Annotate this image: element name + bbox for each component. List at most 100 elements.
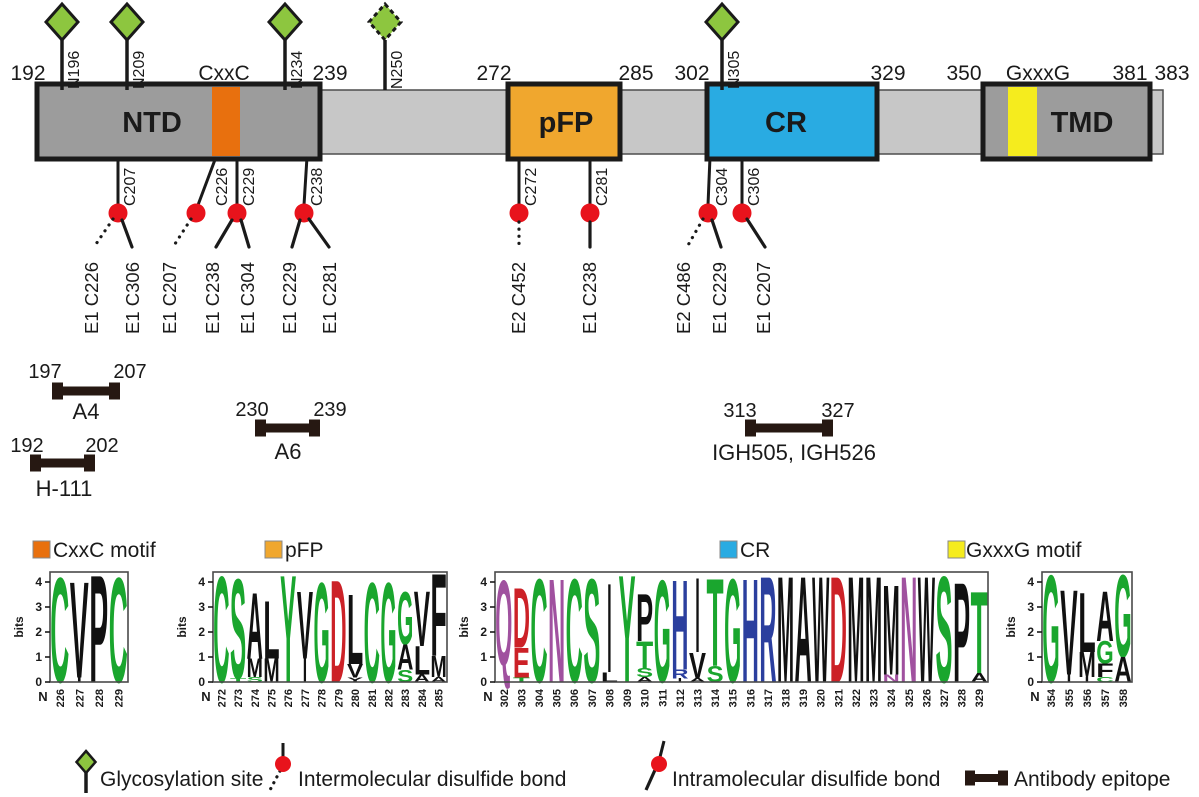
epitope-name-A4: A4 <box>73 399 100 424</box>
logo-cr-letter-T-314: T <box>707 554 724 693</box>
logo-cr-letter-W-326: W <box>918 544 935 714</box>
logo-gxxxg-letter-G-358: G <box>1114 550 1131 682</box>
logo-cr-letter-I-313: I <box>695 557 700 676</box>
epitope-A4-bar <box>52 386 120 396</box>
domain-CR <box>704 81 880 162</box>
logo-pfp-tick-label-1: 1 <box>198 650 205 664</box>
domain-label-pFP: pFP <box>539 107 594 139</box>
logo-cr-xlabel-310: 310 <box>640 689 652 707</box>
logo-cr-letter-A-310: A <box>636 675 654 683</box>
logo-gxxxg-tick-label-3: 3 <box>1027 600 1034 614</box>
logo-pfp-xlabel-283: 283 <box>400 689 412 707</box>
logo-cr-xlabel-307: 307 <box>587 689 599 707</box>
logo-pfp-letter-G-278: G <box>314 553 330 713</box>
logo-cr-letter-P-328: P <box>953 553 970 713</box>
logo-gxxxg-xlabel-356: 356 <box>1082 689 1094 707</box>
motif-label-CxxC-motif: CxxC motif <box>53 539 156 562</box>
logo-cr-letter-D-321: D <box>830 546 847 715</box>
logo-pfp-xlabel-280: 280 <box>350 689 362 707</box>
cysteine-label-C281: C281 <box>594 168 611 206</box>
logo-cr-letter-H-316: H <box>742 549 759 714</box>
logo-pfp-letter-I-277: I <box>303 651 307 690</box>
logo-cr-xlabel-315: 315 <box>728 689 740 707</box>
bond-partner-label-E1-C238: E1 C238 <box>579 262 600 334</box>
logo-pfp-xlabel-274: 274 <box>250 688 262 707</box>
epitope-end-A6: 239 <box>313 399 346 421</box>
logo-pfp-tick-label-3: 3 <box>198 600 205 614</box>
logo-cr-xlabel-316: 316 <box>745 689 757 707</box>
glyco-label-N209: N209 <box>131 51 148 89</box>
logo-cr-xlabel-317: 317 <box>763 689 775 707</box>
bond-partner-label-E1-C304: E1 C304 <box>237 262 258 334</box>
bond-line-C229-E1-C304 <box>239 218 251 249</box>
logo-pfp-letter-A-274: A <box>247 573 263 679</box>
logo-cr-xlabel-304: 304 <box>534 688 546 707</box>
logo-pfp-xlabel-285: 285 <box>434 689 446 707</box>
epitope-name-IGH505-IGH526: IGH505, IGH526 <box>712 440 876 465</box>
logo-cr-xlabel-328: 328 <box>957 689 969 707</box>
logo-cxxc-xlabel-226: 226 <box>55 689 67 707</box>
logo-pfp-tick-label-2: 2 <box>198 625 205 639</box>
cysteine-label-C304: C304 <box>714 168 731 206</box>
glyco-diamond-icon-N209 <box>108 1 146 43</box>
position-label-272: 272 <box>476 62 511 85</box>
logo-pfp-tick-label-4: 4 <box>198 575 205 589</box>
logo-cr-letter-D-303: D <box>513 571 530 666</box>
logo-pfp-xlabel-277: 277 <box>300 689 312 707</box>
logo-cr-tick-label-4: 4 <box>480 575 487 589</box>
epitope-name-A6: A6 <box>275 439 302 464</box>
legend-label-Intermolecular-disulfide-bond: Intermolecular disulfide bond <box>298 768 567 791</box>
glyco-diamond-icon-N234 <box>266 1 304 43</box>
logo-pfp-xlabel-272: 272 <box>216 689 228 707</box>
logo-cr-letter-I-308: I <box>607 558 612 700</box>
logo-cr-letter-C-306: C <box>566 549 583 714</box>
legend-label-Glycosylation-site: Glycosylation site <box>100 768 263 791</box>
glyco-label-N196: N196 <box>66 51 83 89</box>
logo-pfp-letter-S-283: S <box>397 666 413 686</box>
logo-cxxc-xlabel-228: 228 <box>94 689 106 707</box>
logo-cr-xlabel-312: 312 <box>675 689 687 707</box>
logo-cr-xlabel-326: 326 <box>921 689 933 707</box>
domain-NTD <box>34 81 323 162</box>
logo-cr-xlabel-309: 309 <box>622 689 634 707</box>
GxxxG motif block <box>1008 87 1037 156</box>
logo-cr-xlabel-323: 323 <box>869 689 881 707</box>
epitope-H-111-bar <box>30 458 95 468</box>
logo-cxxc-xlabel-229: 229 <box>113 689 125 707</box>
epitope-A6-right-cap <box>309 419 320 437</box>
disulfide-circle-C229 <box>227 203 247 223</box>
logo-cr-letter-Y-309: Y <box>619 544 636 716</box>
logo-pfp-letter-S-273: S <box>230 549 246 709</box>
logo-cr-tick-label-0: 0 <box>480 675 487 689</box>
position-label-192: 192 <box>10 62 45 85</box>
bond-partner-label-E1-C238: E1 C238 <box>202 262 223 334</box>
logo-pfp-letter-L-280: L <box>347 574 363 686</box>
logo-pfp-letter-V-284: V <box>414 575 430 663</box>
antibody-epitope-icon-bar <box>965 774 1008 782</box>
position-label-350: 350 <box>946 62 981 85</box>
logo-pfp-xlabel-279: 279 <box>333 689 345 707</box>
logo-cr-letter-P-310: P <box>636 580 653 655</box>
logo-cr-letter-M-323: M <box>865 545 882 715</box>
logo-cr-xlabel-329: 329 <box>974 689 986 707</box>
logo-cr-xlabel-314: 314 <box>710 688 722 707</box>
logo-cr-box <box>494 571 989 683</box>
intermolecular-disulfide-icon <box>275 756 291 772</box>
bond-line-C238-E1-C281 <box>307 217 331 249</box>
bond-line-C304-E1-C229 <box>710 218 723 249</box>
epitope-H-111-right-cap <box>84 454 95 472</box>
logo-pfp-letter-G-283: G <box>397 576 413 660</box>
bond-partner-label-E1-C229: E1 C229 <box>279 262 300 334</box>
logo-cr-xlabel-325: 325 <box>904 689 916 707</box>
logo-pfp-letter-D-279: D <box>330 551 346 715</box>
logo-cxxc-letter-P-228: P <box>89 544 108 715</box>
logo-pfp-letter-T-273: T <box>230 678 247 684</box>
epitope-name-H-111: H-111 <box>36 476 93 501</box>
logo-pfp-letter-F-285: F <box>431 551 447 682</box>
domain-label-NTD: NTD <box>122 107 182 139</box>
disulfide-circle-C281 <box>580 203 600 223</box>
epitope-A6-left-cap <box>255 419 266 437</box>
epitope-start-A6: 230 <box>235 399 268 421</box>
logo-pfp-letter-G-282: G <box>380 553 396 713</box>
logo-gxxxg-ylabel: bits <box>1004 616 1018 638</box>
